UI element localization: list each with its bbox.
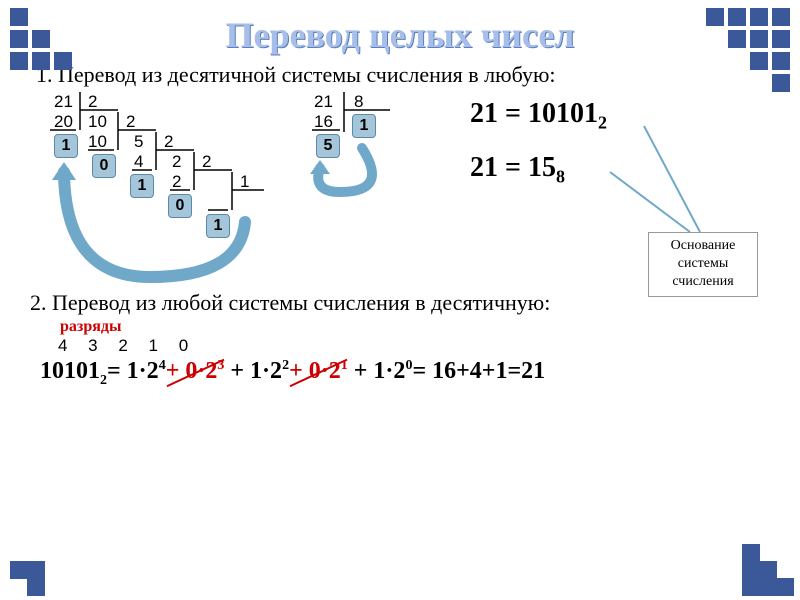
decor-br: [742, 544, 790, 592]
base-callout: Основаниесистемысчисления: [648, 232, 758, 297]
conversion-row: 21 2 20 10 2 10 5 2 4 2 2 2 1 1 0 1 0 1 …: [0, 92, 800, 282]
d2-n: 2: [126, 112, 135, 132]
d8-n: 8: [354, 92, 363, 112]
d2-box: 1: [130, 174, 154, 198]
d2-box: 1: [54, 134, 78, 158]
d2-n: 5: [134, 132, 143, 152]
d2-n: 4: [134, 152, 143, 172]
decor-tr: [706, 8, 790, 92]
d2-n: 21: [54, 92, 73, 112]
decor-tl: [10, 8, 72, 70]
d2-n: 1: [240, 172, 249, 192]
razryady-label: разряды: [60, 318, 800, 336]
division-by-2: 21 2 20 10 2 10 5 2 4 2 2 2 1 1 0 1 0 1: [40, 92, 270, 292]
division-by-8: 21 8 16 1 5: [300, 92, 460, 222]
d2-n: 2: [164, 132, 173, 152]
d2-box: 0: [92, 154, 116, 178]
d2-n: 2: [202, 152, 211, 172]
digits-row: 4 3 2 1 0: [58, 336, 800, 356]
d2-n: 10: [88, 132, 107, 152]
d8-box: 1: [352, 114, 376, 138]
d2-box: 0: [168, 194, 192, 218]
d8-box: 5: [316, 134, 340, 158]
d2-n: 2: [88, 92, 97, 112]
d2-n: 2: [172, 172, 181, 192]
page-title: Перевод целых чисел: [0, 0, 800, 56]
d2-n: 10: [88, 112, 107, 132]
section1-heading: 1. Перевод из десятичной системы счислен…: [36, 62, 800, 88]
d2-box: 1: [206, 214, 230, 238]
expansion-formula: 101012= 1·24 + 0·23 + 1·22 + 0·21 + 1·20…: [40, 358, 800, 389]
d8-n: 21: [314, 92, 333, 112]
decor-bl: [10, 561, 41, 592]
d2-n: 2: [172, 152, 181, 172]
d2-n: 20: [54, 112, 73, 132]
d8-n: 16: [314, 112, 333, 132]
